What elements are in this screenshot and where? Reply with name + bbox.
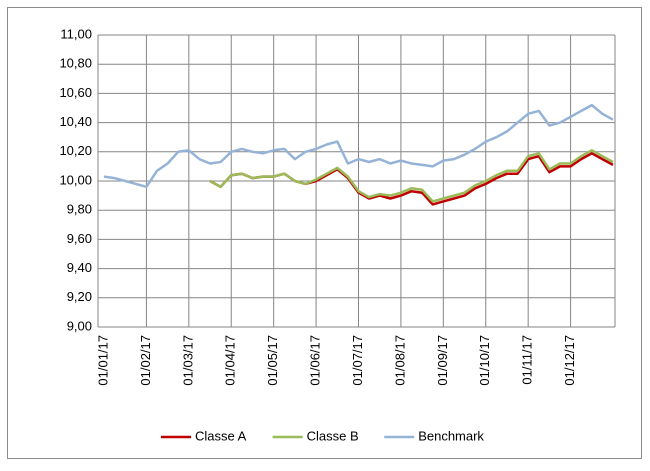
x-tick-label: 01/12/17 — [562, 335, 577, 386]
y-tick-label: 9,60 — [67, 231, 92, 246]
y-tick-label: 9,20 — [67, 289, 92, 304]
y-tick-label: 10,80 — [59, 56, 92, 71]
x-tick-label: 01/07/17 — [350, 335, 365, 386]
legend-label: Classe A — [195, 428, 247, 443]
x-tick-label: 01/02/17 — [138, 335, 153, 386]
x-tick-label: 01/06/17 — [308, 335, 323, 386]
x-tick-label: 01/04/17 — [223, 335, 238, 386]
legend-label: Classe B — [307, 428, 359, 443]
y-tick-label: 9,00 — [67, 318, 92, 333]
x-tick-label: 01/09/17 — [435, 335, 450, 386]
x-tick-label: 01/05/17 — [265, 335, 280, 386]
y-tick-label: 10,00 — [59, 172, 92, 187]
y-tick-label: 11,00 — [60, 26, 92, 41]
x-tick-label: 01/08/17 — [392, 335, 407, 386]
y-tick-label: 9,80 — [67, 202, 92, 217]
x-tick-label: 01/03/17 — [180, 335, 195, 386]
chart-frame — [7, 7, 642, 459]
y-tick-label: 10,60 — [59, 85, 92, 100]
legend-label: Benchmark — [418, 428, 484, 443]
series-line — [103, 103, 614, 189]
x-tick-label: 01/10/17 — [477, 335, 492, 386]
series-line — [209, 149, 614, 203]
x-tick-label: 01/11/17 — [520, 335, 535, 385]
y-tick-label: 9,40 — [67, 260, 92, 275]
y-tick-label: 10,40 — [59, 114, 92, 129]
x-tick-label: 01/01/17 — [95, 335, 110, 386]
y-tick-label: 10,20 — [59, 143, 92, 158]
